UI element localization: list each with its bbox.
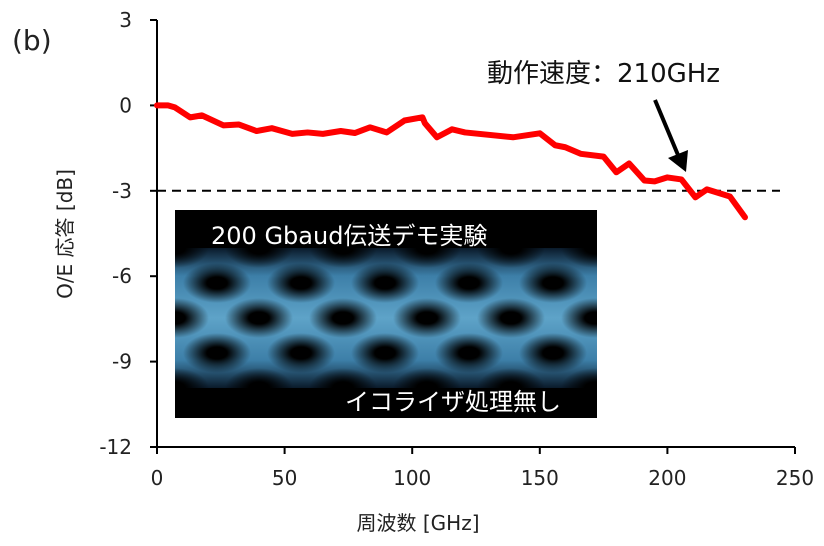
y-tick-label: 0 xyxy=(119,93,132,117)
x-tick-label: 250 xyxy=(776,466,814,490)
x-axis-label: 周波数 [GHz] xyxy=(357,511,480,535)
annotation-arrow-head-icon xyxy=(668,150,688,172)
series-line-oe-response xyxy=(154,102,748,221)
y-tick-label: -9 xyxy=(112,350,132,374)
inset-title: 200 Gbaud伝送デモ実験 xyxy=(211,222,488,250)
y-tick-label: -3 xyxy=(112,179,132,203)
x-tick-label: 50 xyxy=(272,466,297,490)
x-tick-label: 100 xyxy=(393,466,431,490)
eye-diagram-image xyxy=(175,248,597,388)
x-tick-label: 0 xyxy=(151,466,164,490)
eye-diagram-inset: 200 Gbaud伝送デモ実験 イコライザ処理無し xyxy=(175,210,597,418)
y-tick-label: 3 xyxy=(119,8,132,32)
panel-label: (b) xyxy=(12,24,52,57)
annotation-text: 動作速度：210GHz xyxy=(487,59,720,89)
x-tick-label: 150 xyxy=(521,466,559,490)
y-axis-label: O/E 応答 [dB] xyxy=(53,169,77,299)
y-tick-label: -12 xyxy=(99,435,132,459)
x-tick-label: 200 xyxy=(648,466,686,490)
inset-caption: イコライザ処理無し xyxy=(345,388,561,416)
annotation-arrow-shaft xyxy=(653,99,680,156)
y-tick-label: -6 xyxy=(112,264,132,288)
